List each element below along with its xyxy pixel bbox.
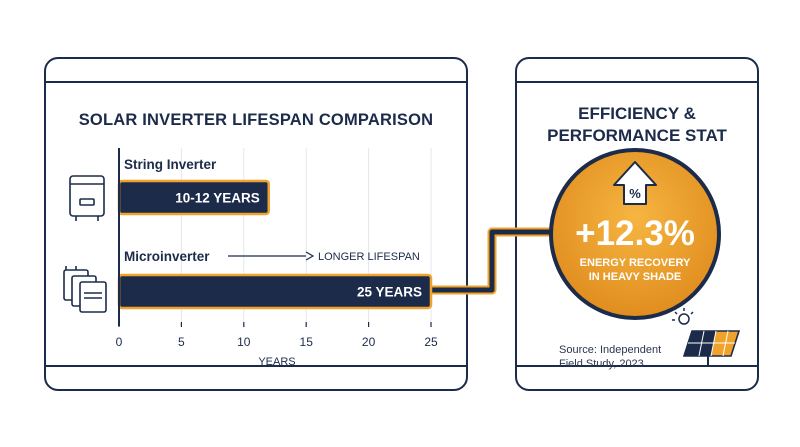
bar-value-label-0: 10-12 YEARS (175, 191, 260, 206)
panel-bottom-divider (46, 365, 466, 367)
string-inverter-icon (69, 175, 105, 221)
stat-circle (549, 148, 721, 320)
stat-source: Source: Independent Field Study, 2023 (559, 343, 661, 371)
chart-bars: 10-12 YEARS 25 YEARS (117, 179, 433, 310)
x-tick-label: 5 (178, 335, 185, 349)
panel-top-divider (46, 81, 466, 83)
panel-bottom-divider (517, 365, 757, 367)
x-tick-label: 20 (362, 335, 376, 349)
stat-caption-line2: IN HEAVY SHADE (589, 271, 682, 283)
stat-caption-line1: ENERGY RECOVERY (580, 257, 691, 269)
bar-value-label-1: 25 YEARS (357, 285, 422, 300)
stat-title: EFFICIENCY & PERFORMANCE STAT (517, 103, 757, 147)
source-line1: Source: Independent (559, 344, 662, 356)
x-tick-label: 25 (424, 335, 438, 349)
category-label-micro: Microinverter (124, 249, 210, 264)
up-arrow-icon (613, 161, 657, 205)
stat-title-line1: EFFICIENCY & (578, 104, 696, 123)
percent-badge: % (629, 186, 641, 201)
panel-top-divider (517, 81, 757, 83)
x-tick-label: 15 (300, 335, 314, 349)
category-label-string: String Inverter (124, 157, 217, 172)
x-tick-label: 0 (116, 335, 123, 349)
microinverter-icon (63, 266, 107, 313)
lifespan-panel: SOLAR INVERTER LIFESPAN COMPARISON (44, 57, 468, 391)
x-axis-label: YEARS (258, 356, 295, 368)
connector-line (432, 229, 553, 293)
source-line2: Field Study, 2023 (559, 358, 644, 370)
solar-panel-icon (672, 308, 741, 367)
chart-ticks: 0 5 10 15 20 25 (116, 148, 438, 349)
chart-title: SOLAR INVERTER LIFESPAN COMPARISON (78, 111, 434, 129)
annotation-arrow-head (305, 251, 315, 261)
stat-title-line2: PERFORMANCE STAT (547, 126, 727, 145)
stat-value: +12.3% (575, 214, 695, 253)
annotation-label: LONGER LIFESPAN (318, 251, 420, 263)
x-tick-label: 10 (237, 335, 251, 349)
